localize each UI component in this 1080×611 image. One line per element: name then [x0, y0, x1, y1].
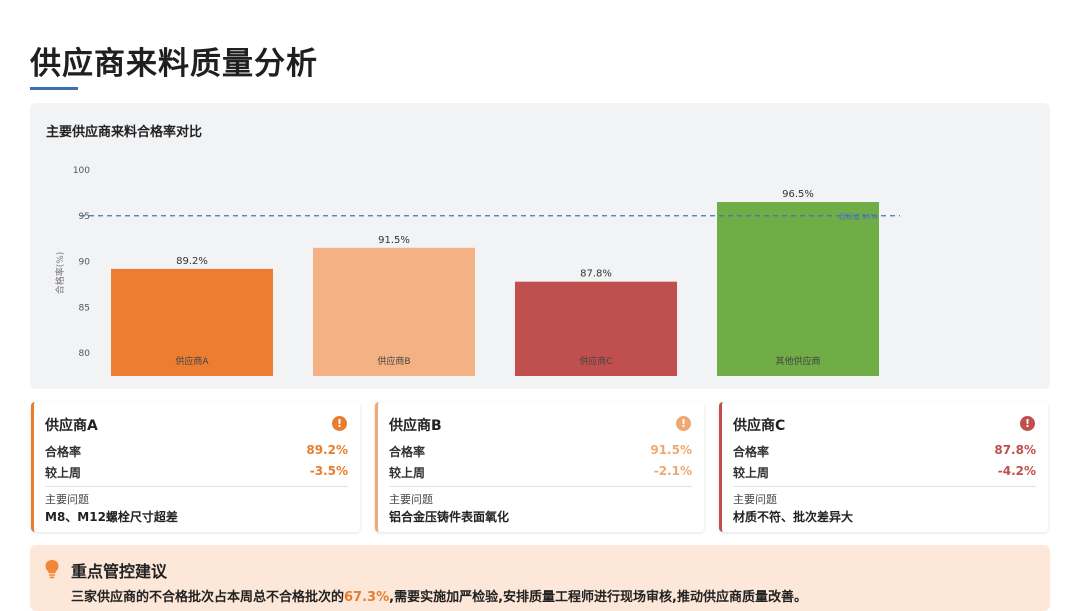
issue-text: 铝合金压铸件表面氧化	[389, 510, 510, 524]
bar-value-label: 91.5%	[378, 235, 410, 246]
week-change-value: -4.2%	[997, 464, 1036, 478]
category-label: 供应商B	[377, 355, 410, 367]
category-label: 供应商A	[175, 355, 209, 367]
alert-icon: !	[676, 416, 691, 431]
advice-text-before: 三家供应商的不合格批次占本周总不合格批次的	[71, 590, 345, 605]
bar-value-label: 96.5%	[782, 189, 814, 200]
week-change-label: 较上周	[733, 466, 770, 480]
issue-label: 主要问题	[45, 493, 89, 506]
advice-text: 三家供应商的不合格批次占本周总不合格批次的67.3%,需要实施加严检验,安排质量…	[71, 586, 807, 605]
bar-chart: 合格率(%) 80 85 90 95 100 89.2% 供应商A 91.5% 供应商B 87.8%…	[54, 166, 900, 376]
y-tick-label: 90	[79, 258, 91, 268]
category-label: 供应商C	[579, 355, 612, 367]
card-divider	[733, 486, 1036, 487]
supplier-card: 供应商B! 合格率 91.5% 较上周 -2.1% 主要问题铝合金压铸件表面氧化	[375, 402, 704, 532]
week-change-label: 较上周	[389, 466, 426, 480]
target-line-label: 目标值 95%	[839, 212, 878, 221]
week-change-label: 较上周	[45, 466, 82, 480]
lightbulb-icon	[45, 560, 59, 579]
y-tick-label: 100	[73, 166, 90, 176]
issue-label: 主要问题	[733, 493, 777, 506]
advice-card: 重点管控建议 三家供应商的不合格批次占本周总不合格批次的67.3%,需要实施加严…	[30, 545, 1050, 611]
alert-icon: !	[1020, 416, 1035, 431]
card-divider	[45, 486, 348, 487]
pass-rate-value: 87.8%	[994, 443, 1036, 457]
issue-text: 材质不符、批次差异大	[733, 510, 854, 524]
advice-text-after: ,需要实施加严检验,安排质量工程师进行现场审核,推动供应商质量改善。	[389, 590, 807, 605]
supplier-card: 供应商A! 合格率 89.2% 较上周 -3.5% 主要问题 M8、M12螺栓尺寸超差	[31, 402, 360, 532]
issue-label: 主要问题	[389, 493, 433, 506]
y-tick-label: 80	[79, 349, 91, 359]
y-axis-title: 合格率(%)	[54, 252, 66, 295]
pass-rate-value: 91.5%	[650, 443, 692, 457]
bar-value-label: 89.2%	[176, 256, 208, 267]
supplier-name: 供应商C	[733, 418, 786, 434]
title-underline	[30, 87, 78, 90]
bar	[111, 268, 273, 376]
pass-rate-label: 合格率	[45, 445, 82, 459]
advice-highlight: 67.3%	[344, 590, 390, 605]
supplier-card: 供应商C! 合格率 87.8% 较上周 -4.2% 主要问题材质不符、批次差异大	[719, 402, 1048, 532]
pass-rate-label: 合格率	[733, 445, 770, 459]
chart-title: 主要供应商来料合格率对比	[46, 125, 203, 140]
pass-rate-value: 89.2%	[306, 443, 348, 457]
card-divider	[389, 486, 692, 487]
category-label: 其他供应商	[775, 355, 820, 367]
page-title: 供应商来料质量分析	[30, 46, 318, 82]
pass-rate-label: 合格率	[389, 445, 426, 459]
bar	[515, 281, 677, 376]
chart-card: 主要供应商来料合格率对比 合格率(%) 80 85 90 95 100 89.2% 供应商A 9…	[30, 103, 1050, 389]
week-change-value: -3.5%	[309, 464, 348, 478]
issue-text: M8、M12螺栓尺寸超差	[45, 510, 178, 524]
week-change-value: -2.1%	[653, 464, 692, 478]
bar	[313, 247, 475, 376]
y-tick-label: 95	[79, 212, 90, 222]
y-tick-label: 85	[79, 303, 90, 313]
bar	[717, 202, 879, 376]
alert-icon: !	[332, 416, 347, 431]
advice-title: 重点管控建议	[71, 562, 168, 581]
supplier-name: 供应商B	[389, 418, 442, 434]
bar-value-label: 87.8%	[580, 269, 612, 280]
supplier-name: 供应商A	[45, 418, 98, 434]
